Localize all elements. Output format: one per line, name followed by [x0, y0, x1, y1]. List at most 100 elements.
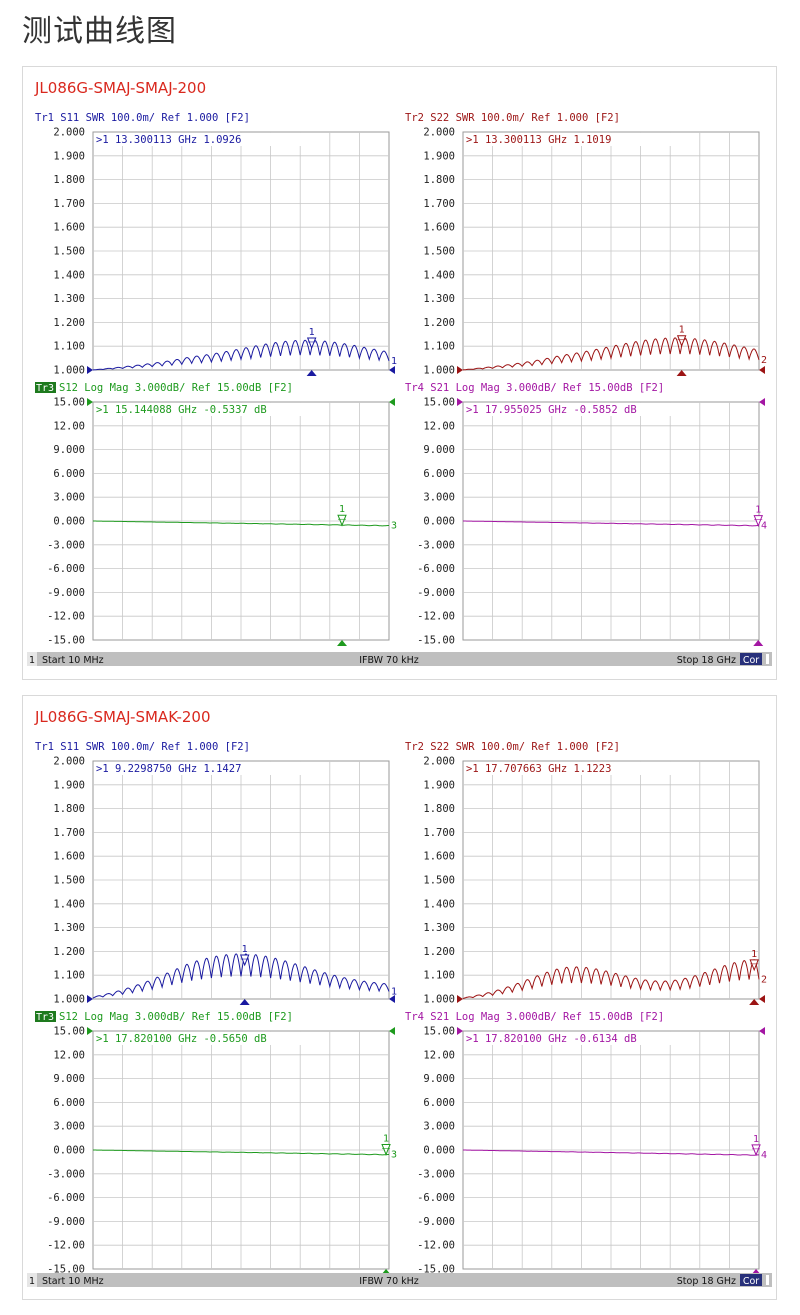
- marker-number: 1: [753, 1134, 759, 1145]
- trace-panel-tr4: Tr4 S21 Log Mag 3.000dB/ Ref 15.00dB [F2…: [405, 1011, 767, 1276]
- y-tick-label: 0.000: [53, 1145, 85, 1157]
- marker-readout-bg: [94, 1032, 326, 1045]
- y-tick-label: -9.000: [47, 1216, 85, 1228]
- marker-triangle[interactable]: [337, 514, 347, 527]
- y-tick-label: -15.00: [47, 1264, 85, 1276]
- marker-triangle[interactable]: [753, 515, 763, 527]
- y-tick-label: -12.00: [47, 1240, 85, 1252]
- marker-readout: >1 13.300113 GHz 1.0926: [96, 134, 241, 146]
- correction-label: Cor: [743, 1276, 759, 1287]
- y-tick-label: 0.000: [423, 516, 455, 528]
- y-tick-label: 15.00: [423, 1026, 455, 1038]
- y-tick-label: -6.000: [417, 563, 455, 575]
- y-tick-label: -6.000: [47, 563, 85, 575]
- trace-end-label: 3: [391, 521, 397, 532]
- y-tick-label: 6.000: [53, 1097, 85, 1109]
- marker-number: 1: [751, 949, 757, 960]
- y-tick-label: 1.700: [53, 198, 85, 210]
- marker-readout-bg: [464, 762, 696, 775]
- active-trace-badge[interactable]: [35, 382, 56, 393]
- y-tick-label: 1.300: [53, 293, 85, 305]
- trace-end-label: 2: [761, 355, 767, 366]
- y-tick-label: 1.500: [423, 875, 455, 887]
- channel-indicator[interactable]: [27, 652, 37, 666]
- y-tick-label: 1.300: [423, 922, 455, 934]
- y-tick-label: 1.100: [53, 970, 85, 982]
- y-tick-label: 1.300: [423, 293, 455, 305]
- marker-triangle[interactable]: [239, 954, 250, 967]
- channel-number: 1: [29, 1276, 35, 1287]
- y-tick-label: 12.00: [53, 420, 85, 432]
- reference-arrow-right: [759, 995, 765, 1003]
- y-tick-label: 1.800: [423, 174, 455, 186]
- page-title: 测试曲线图: [22, 14, 177, 49]
- reference-arrow-left: [457, 366, 463, 374]
- status-bar: 1 Start 10 MHz IFBW 70 kHz Stop 18 GHz Cor: [27, 652, 772, 666]
- y-tick-label: -15.00: [417, 1264, 455, 1276]
- correction-badge[interactable]: [740, 1274, 762, 1286]
- marker-triangle[interactable]: [306, 337, 317, 350]
- marker-readout: >1 9.2298750 GHz 1.1427: [96, 763, 241, 775]
- trace-header: S12 Log Mag 3.000dB/ Ref 15.00dB [F2]: [59, 1011, 293, 1023]
- y-tick-label: 1.100: [423, 970, 455, 982]
- marker-triangle[interactable]: [751, 1144, 761, 1157]
- marker-triangle[interactable]: [749, 959, 759, 972]
- y-tick-label: -9.000: [417, 587, 455, 599]
- marker-number: 1: [242, 944, 248, 955]
- y-tick-label: 1.000: [423, 365, 455, 377]
- trace-line-s21: [463, 520, 759, 527]
- y-tick-label: -3.000: [47, 1168, 85, 1180]
- marker-readout: >1 17.820100 GHz -0.6134 dB: [466, 1033, 637, 1045]
- y-tick-label: 15.00: [423, 397, 455, 409]
- trace-header: Tr1 S11 SWR 100.0m/ Ref 1.000 [F2]: [35, 112, 250, 124]
- y-tick-label: 1.000: [53, 365, 85, 377]
- y-tick-label: 6.000: [53, 468, 85, 480]
- trace-badge-label: Tr3: [36, 1012, 54, 1023]
- y-tick-label: 1.200: [53, 317, 85, 329]
- marker-triangle[interactable]: [381, 1143, 391, 1156]
- marker-position-arrow: [753, 640, 764, 646]
- y-tick-label: 1.900: [53, 779, 85, 791]
- marker-number: 1: [339, 504, 345, 515]
- y-tick-label: 1.800: [53, 803, 85, 815]
- correction-badge[interactable]: [740, 653, 762, 665]
- y-tick-label: 1.600: [423, 851, 455, 863]
- y-tick-label: 1.700: [423, 827, 455, 839]
- trace-panel-tr2: Tr2 S22 SWR 100.0m/ Ref 1.000 [F2] 2.000 1…: [405, 741, 767, 1006]
- y-tick-label: 1.400: [423, 898, 455, 910]
- y-tick-label: 0.000: [423, 1145, 455, 1157]
- y-tick-label: 1.400: [53, 269, 85, 281]
- y-tick-label: 2.000: [423, 127, 455, 139]
- if-bandwidth: IFBW 70 kHz: [359, 1276, 419, 1287]
- y-tick-label: 12.00: [423, 1049, 455, 1061]
- reference-arrow-left: [87, 398, 93, 406]
- trace-end-label: 1: [391, 356, 397, 367]
- marker-position-arrow: [306, 370, 317, 376]
- y-tick-label: 3.000: [423, 1121, 455, 1133]
- reference-arrow-left: [457, 1027, 463, 1035]
- y-tick-label: 1.800: [53, 174, 85, 186]
- trace-badge-label: Tr3: [36, 383, 54, 394]
- y-tick-label: 1.100: [423, 341, 455, 353]
- trace-panel-tr4: Tr4 S21 Log Mag 3.000dB/ Ref 15.00dB [F2…: [405, 382, 767, 647]
- trace-end-label: 2: [761, 974, 767, 985]
- trace-panel-tr3: Tr3 S12 Log Mag 3.000dB/ Ref 15.00dB [F2]…: [35, 1011, 397, 1276]
- test-block-1: JL086G-SMAJ-SMAJ-200 Tr1 S11 SWR 100.0m/ …: [22, 66, 777, 680]
- trace-header: Tr2 S22 SWR 100.0m/ Ref 1.000 [F2]: [405, 112, 620, 124]
- trace-header: S12 Log Mag 3.000dB/ Ref 15.00dB [F2]: [59, 382, 293, 394]
- marker-readout-bg: [464, 133, 696, 146]
- reference-arrow-left: [87, 366, 93, 374]
- marker-triangle[interactable]: [676, 335, 687, 348]
- y-tick-label: 1.600: [423, 222, 455, 234]
- channel-indicator[interactable]: [27, 1273, 37, 1287]
- marker-position-arrow: [239, 999, 250, 1005]
- y-tick-label: 1.900: [53, 150, 85, 162]
- y-tick-label: 3.000: [53, 1121, 85, 1133]
- status-end-cap: [766, 654, 769, 664]
- trace-header: Tr1 S11 SWR 100.0m/ Ref 1.000 [F2]: [35, 741, 250, 753]
- y-tick-label: 1.000: [423, 994, 455, 1006]
- stop-frequency: Stop 18 GHz: [677, 1276, 736, 1287]
- status-bar-bg: [27, 1273, 772, 1287]
- active-trace-badge[interactable]: [35, 1011, 56, 1022]
- y-tick-label: 1.300: [53, 922, 85, 934]
